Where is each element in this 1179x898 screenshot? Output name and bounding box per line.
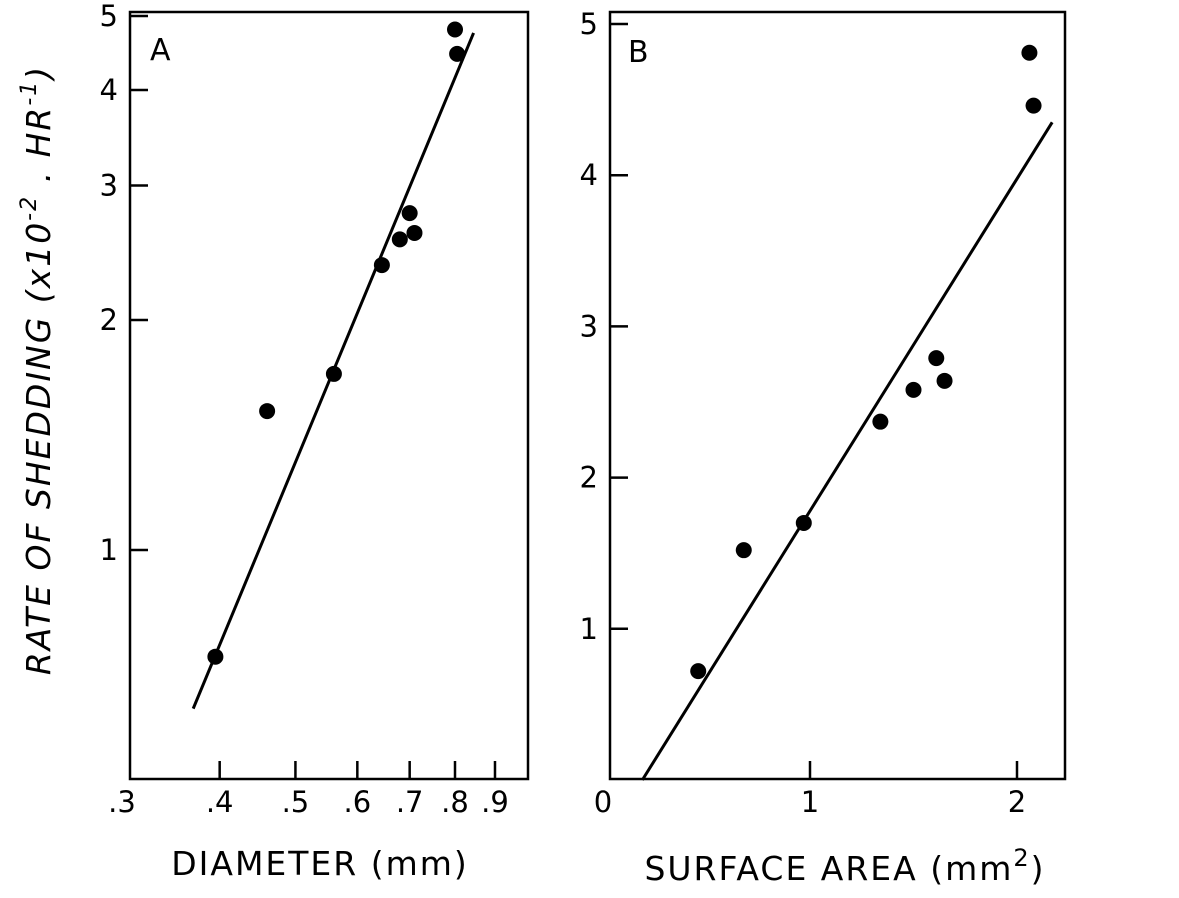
panel-b-y-tick-label: 4 — [580, 158, 598, 192]
panel-a-x-tick-label: .9 — [481, 785, 509, 819]
panel-a-x-tick-label: .5 — [282, 785, 310, 819]
y-axis-title-exp2: -1 — [17, 80, 42, 106]
panel-a-data-point — [406, 224, 423, 241]
panel-a-x-tick-label: .3 — [108, 785, 136, 819]
panel-b-data-point — [1021, 44, 1038, 61]
panel-a-y-tick-label: 3 — [100, 168, 118, 202]
panel-a-y-axis: 1 2 3 4 5 — [100, 0, 148, 567]
panel-a-data-point — [207, 648, 224, 665]
panel-a-data-point — [391, 231, 408, 248]
y-axis-title: RATE OF SHEDDING (x10-2 . HR-1) — [17, 65, 58, 675]
panel-b-x-tick-label: 1 — [801, 785, 819, 819]
panel-a-data-point — [401, 205, 418, 222]
panel-b-data-point — [928, 350, 945, 367]
panel-b-y-tick-label: 3 — [580, 309, 598, 343]
y-axis-title-end: ) — [19, 65, 58, 83]
panel-a-label: A — [150, 33, 171, 68]
panel-a-points — [207, 21, 466, 665]
panel-b-data-point — [735, 542, 752, 559]
panel-b-x-axis-title: SURFACE AREA (mm2) — [644, 844, 1045, 888]
panel-a-x-axis-title: DIAMETER (mm) — [171, 844, 469, 883]
panel-b-data-point — [1025, 97, 1042, 114]
panel-b-x-tick-label: 2 — [1008, 785, 1026, 819]
panel-b-data-point — [936, 372, 953, 389]
panel-b-data-point — [872, 413, 889, 430]
panel-a-frame — [128, 10, 530, 781]
panel-b-x-tick-label: 0 — [594, 785, 612, 819]
panel-b-frame — [608, 10, 1067, 781]
panel-b-y-tick-label: 1 — [580, 612, 598, 646]
panel-a: A 1 2 3 4 5 .3 .4 .5 .6 .7 .8 .9 DIAMETER (mm) — [100, 0, 530, 883]
panel-a-y-tick-label: 2 — [100, 303, 118, 337]
panel-b-data-point — [905, 381, 922, 398]
panel-a-x-tick-label: .7 — [396, 785, 424, 819]
panel-a-data-point — [449, 45, 466, 62]
panel-b-y-tick-label: 5 — [580, 7, 598, 41]
panel-a-y-tick-label: 5 — [100, 0, 118, 33]
panel-b-x-axis-title-end: ) — [1031, 849, 1046, 888]
panel-a-y-tick-label: 1 — [100, 533, 118, 567]
y-axis-title-mid: . HR — [19, 106, 58, 195]
panel-b-x-axis: 0 1 2 — [594, 761, 1026, 819]
panel-a-data-point — [373, 257, 390, 274]
panel-a-data-point — [259, 403, 276, 420]
panel-b-fit-line — [641, 121, 1054, 781]
panel-b-data-point — [795, 514, 812, 531]
panel-a-x-tick-label: .4 — [206, 785, 234, 819]
y-axis-title-main: RATE OF SHEDDING (x10 — [19, 221, 58, 675]
panel-b-data-point — [690, 663, 707, 680]
y-axis-title-exp1: -2 — [17, 195, 42, 221]
panel-a-data-point — [447, 21, 463, 38]
panel-a-y-tick-label: 4 — [100, 73, 118, 107]
panel-a-x-axis: .3 .4 .5 .6 .7 .8 .9 — [108, 761, 509, 819]
panel-b-y-axis: 1 2 3 4 5 — [580, 7, 628, 646]
panel-b-label: B — [628, 35, 649, 70]
panel-b-points — [690, 44, 1042, 680]
panel-a-x-tick-label: .8 — [441, 785, 469, 819]
panel-b-x-axis-title-main: SURFACE AREA (mm — [644, 849, 1013, 888]
panel-a-data-point — [325, 365, 342, 382]
panel-b-x-axis-title-sup: 2 — [1013, 844, 1030, 872]
panel-b-y-tick-label: 2 — [580, 461, 598, 495]
panel-a-x-tick-label: .6 — [343, 785, 371, 819]
